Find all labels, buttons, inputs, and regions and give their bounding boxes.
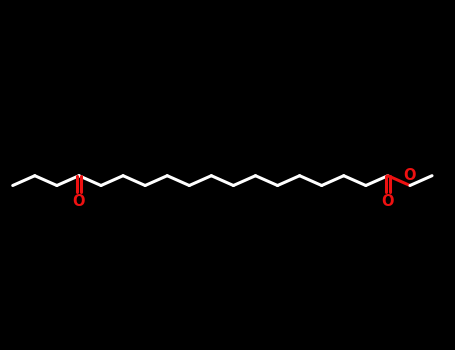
Text: O: O bbox=[382, 194, 394, 209]
Text: O: O bbox=[404, 168, 416, 183]
Text: O: O bbox=[73, 194, 85, 209]
